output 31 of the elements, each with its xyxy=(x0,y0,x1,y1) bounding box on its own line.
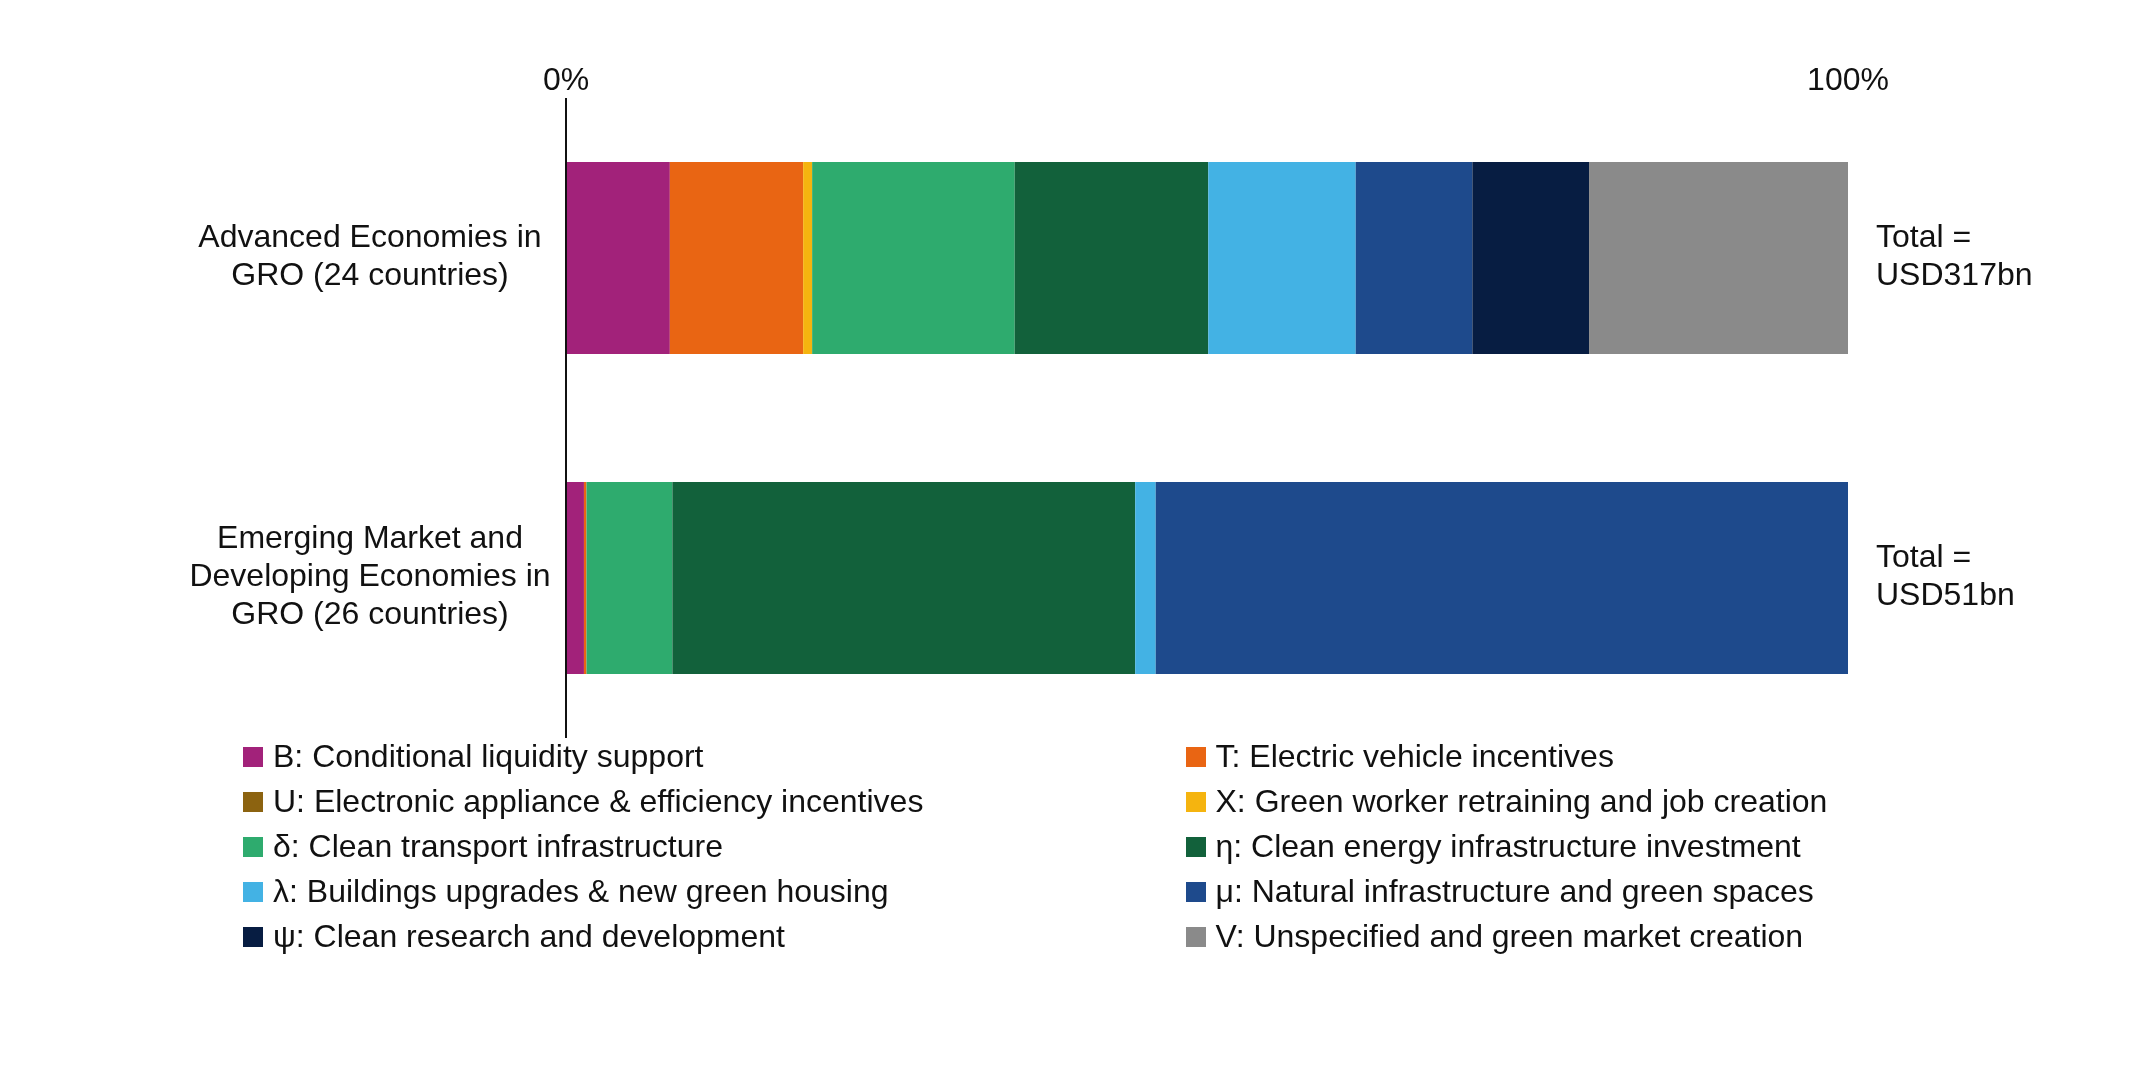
legend-label: T: Electric vehicle incentives xyxy=(1215,738,1614,775)
x-tick-label: 0% xyxy=(542,61,590,97)
legend-label: U: Electronic appliance & efficiency incentives xyxy=(273,783,924,820)
legend-label: λ: Buildings upgrades & new green housing xyxy=(273,873,889,910)
bar xyxy=(812,162,1015,354)
legend-label: X: Green worker retraining and job creation xyxy=(1215,783,1828,820)
bar xyxy=(1472,162,1590,354)
y-tick-label: Emerging Market and Developing Economies in GRO (26 countries) xyxy=(189,519,551,632)
bar xyxy=(566,162,670,354)
legend-label: η: Clean energy infrastructure investment xyxy=(1215,828,1801,865)
bar xyxy=(672,482,1136,674)
legend-label: V: Unspecified and green market creation xyxy=(1215,918,1804,955)
bar xyxy=(1355,162,1473,354)
bar xyxy=(566,482,584,674)
bar xyxy=(803,162,813,354)
y-tick-label: Advanced Economies in GRO (24 countries) xyxy=(198,218,542,293)
bar xyxy=(1155,482,1848,674)
bar xyxy=(1589,162,1848,354)
legend-label: μ: Natural infrastructure and green spaces xyxy=(1215,873,1814,910)
legend-label: B: Conditional liquidity support xyxy=(273,738,704,775)
bar xyxy=(1014,162,1209,354)
legend-label: δ: Clean transport infrastructure xyxy=(273,828,723,865)
total-label: Total = USD317bn xyxy=(1876,218,2033,293)
bar xyxy=(586,482,673,674)
bar xyxy=(1208,162,1356,354)
x-tick-label: 100% xyxy=(1807,61,1889,97)
legend-label: ψ: Clean research and development xyxy=(273,918,785,955)
bar xyxy=(583,482,587,674)
bar xyxy=(669,162,804,354)
bar xyxy=(1135,482,1156,674)
total-label: Total = USD51bn xyxy=(1876,538,2015,613)
